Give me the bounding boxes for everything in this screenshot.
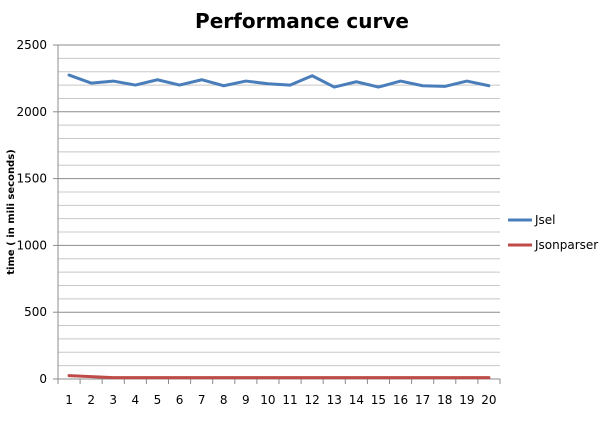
x-tick-label: 17 <box>415 393 430 407</box>
y-tick-label: 1000 <box>16 238 47 252</box>
x-tick-label: 20 <box>481 393 496 407</box>
x-tick-label: 11 <box>282 393 297 407</box>
x-tick-labels: 1 2 3 4 5 6 7 8 9 10 11 12 13 14 15 16 17 18 19 20 <box>65 393 496 407</box>
x-tick-label: 7 <box>198 393 206 407</box>
y-axis-label: time ( in mili seconds) <box>6 149 17 275</box>
y-tick-label: 500 <box>24 305 47 319</box>
legend: Jsel Jsonparser <box>508 213 598 252</box>
x-tick-label: 4 <box>132 393 140 407</box>
series-lines <box>67 73 491 380</box>
x-tick-label: 1 <box>65 393 73 407</box>
legend-label-jsonparser: Jsonparser <box>534 238 598 252</box>
x-tick-label: 12 <box>305 393 320 407</box>
x-tick-label: 10 <box>260 393 275 407</box>
x-tick-label: 3 <box>109 393 117 407</box>
y-tick-labels: 0 500 1000 1500 2000 2500 <box>16 38 47 386</box>
x-tick-label: 19 <box>459 393 474 407</box>
x-tick-label: 2 <box>87 393 95 407</box>
x-tick-label: 18 <box>437 393 452 407</box>
y-tick-label: 2000 <box>16 105 47 119</box>
legend-label-jsel: Jsel <box>534 213 556 227</box>
chart-title: Performance curve <box>195 9 409 33</box>
y-tick-label: 0 <box>39 372 47 386</box>
series-line-jsel <box>67 73 491 89</box>
x-tick-label: 15 <box>371 393 386 407</box>
series-line-jsonparser <box>67 374 491 380</box>
x-tick-label: 9 <box>242 393 250 407</box>
x-tick-label: 14 <box>349 393 364 407</box>
x-tick-label: 16 <box>393 393 408 407</box>
x-tick-label: 6 <box>176 393 184 407</box>
y-tick-label: 2500 <box>16 38 47 52</box>
y-tick-label: 1500 <box>16 172 47 186</box>
x-tick-label: 8 <box>220 393 228 407</box>
x-tick-label: 5 <box>154 393 162 407</box>
x-tick-label: 13 <box>327 393 342 407</box>
